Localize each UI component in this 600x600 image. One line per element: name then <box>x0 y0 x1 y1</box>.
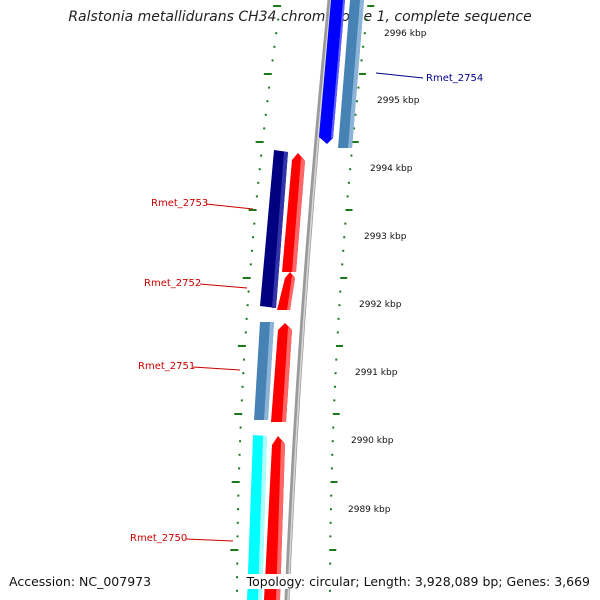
kbp-label: 2993 kbp <box>364 232 407 242</box>
kbp-scale: 2996 kbp 2995 kbp 2994 kbp 2993 kbp 2992… <box>348 29 427 515</box>
chromosome-backbone <box>284 0 333 600</box>
kbp-label: 2990 kbp <box>351 436 394 446</box>
gene-label-rmet-2754[interactable]: Rmet_2754 <box>375 72 483 84</box>
gene-label-rmet-2751[interactable]: Rmet_2751 <box>138 361 241 372</box>
gene-rmet-2750-cyan[interactable] <box>247 435 267 600</box>
gene-rmet-2751-steel[interactable] <box>254 322 274 420</box>
gene-rmet-2753-strand[interactable] <box>260 150 288 308</box>
kbp-label: 2996 kbp <box>384 29 427 39</box>
map-title: Ralstonia metallidurans CH34 chromosome … <box>68 9 532 25</box>
kbp-label: 2994 kbp <box>370 164 413 174</box>
gene-rmet-2754-reverse[interactable] <box>338 0 364 148</box>
gene-label-text[interactable]: Rmet_2754 <box>426 73 483 84</box>
topology-label: Topology: circular; Length: 3,928,089 bp… <box>244 574 592 589</box>
kbp-label: 2992 kbp <box>359 300 402 310</box>
accession-label: Accession: NC_007973 <box>7 574 154 589</box>
gene-label-rmet-2753[interactable]: Rmet_2753 <box>151 198 254 210</box>
outer-tick-ring <box>230 5 282 592</box>
kbp-label: 2989 kbp <box>348 505 391 515</box>
gene-rmet-2751-red[interactable] <box>271 323 292 422</box>
gene-rmet-2753-red[interactable] <box>282 153 305 272</box>
gene-label-rmet-2750[interactable]: Rmet_2750 <box>130 533 234 544</box>
gene-label-text[interactable]: Rmet_2751 <box>138 361 195 372</box>
inner-tick-ring <box>329 5 375 592</box>
gene-rmet-2750-red[interactable] <box>264 436 285 600</box>
gene-label-rmet-2752[interactable]: Rmet_2752 <box>144 278 248 289</box>
gene-label-text[interactable]: Rmet_2753 <box>151 198 208 209</box>
kbp-label: 2991 kbp <box>355 368 398 378</box>
gene-rmet-2754-forward[interactable] <box>319 0 345 144</box>
gene-rmet-2752-red[interactable] <box>277 272 295 310</box>
kbp-label: 2995 kbp <box>377 96 420 106</box>
gene-label-text[interactable]: Rmet_2750 <box>130 533 187 544</box>
gene-label-text[interactable]: Rmet_2752 <box>144 278 201 289</box>
